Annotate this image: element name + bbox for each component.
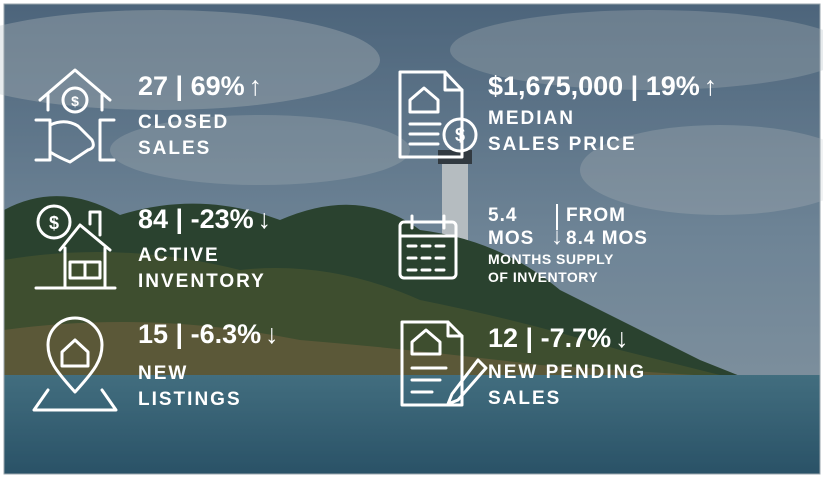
- icon-months-supply: [398, 214, 458, 280]
- stat-label: SALES: [138, 138, 211, 159]
- stat-label: INVENTORY: [138, 271, 266, 292]
- icon-glyph: $: [455, 125, 465, 145]
- headline-value: 12 | -7.7%: [488, 323, 611, 353]
- headline-value: $1,675,000 | 19%: [488, 71, 700, 101]
- stat-headline: 15 | -6.3% ↓: [138, 319, 279, 349]
- stat-headline: $1,675,000 | 19% ↑: [488, 71, 717, 101]
- supply-current: MOS: [488, 228, 534, 249]
- icon-closed-sales: [34, 68, 116, 164]
- trend-arrow: ↓: [265, 319, 279, 349]
- trend-arrow: ↑: [704, 71, 718, 101]
- supply-current: 5.4: [488, 205, 517, 226]
- stat-label: MEDIAN: [488, 108, 575, 129]
- trend-arrow: ↓: [258, 204, 272, 234]
- headline-value: 84 | -23%: [138, 204, 254, 234]
- trend-arrow: ↓: [615, 323, 629, 353]
- icon-new-listings: [32, 316, 118, 412]
- trend-arrow: ↑: [249, 71, 263, 101]
- stat-headline: 12 | -7.7% ↓: [488, 323, 629, 353]
- stat-label: SALES PRICE: [488, 134, 637, 155]
- stat-label: LISTINGS: [138, 389, 242, 410]
- supply-previous: FROM: [566, 205, 626, 226]
- background-photo: [0, 3, 823, 475]
- stat-label: NEW PENDING: [488, 362, 646, 383]
- stat-headline: 84 | -23% ↓: [138, 204, 271, 234]
- stat-label: NEW: [138, 363, 188, 384]
- stat-headline: 27 | 69% ↑: [138, 71, 262, 101]
- stat-label: CLOSED: [138, 112, 229, 133]
- icon-median-price: [398, 70, 478, 159]
- icon-glyph: $: [71, 93, 79, 109]
- supply-previous: 8.4 MOS: [566, 228, 648, 249]
- supply-label: OF INVENTORY: [488, 269, 598, 285]
- stat-label: SALES: [488, 388, 561, 409]
- supply-label: MONTHS SUPPLY: [488, 251, 614, 267]
- icon-active-inventory: [34, 204, 117, 290]
- icon-glyph: $: [49, 213, 59, 233]
- trend-arrow: ↓: [551, 223, 563, 250]
- stat-label: ACTIVE: [138, 245, 220, 266]
- headline-value: 27 | 69%: [138, 71, 245, 101]
- icon-new-pending: [400, 320, 488, 407]
- headline-value: 15 | -6.3%: [138, 319, 261, 349]
